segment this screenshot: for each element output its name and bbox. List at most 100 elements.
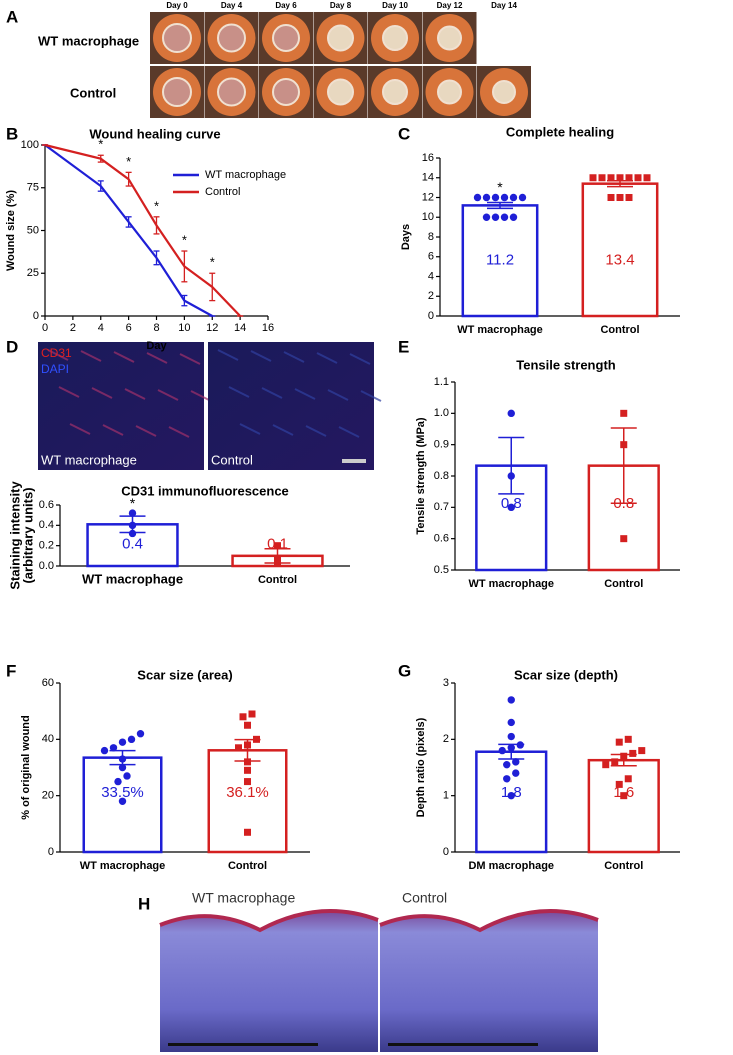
- wound: [382, 25, 408, 51]
- value-label: 13.4: [605, 252, 634, 269]
- x-tick-label: Control: [604, 578, 643, 590]
- stain-streak: [294, 388, 316, 400]
- y-tick-label: 0.4: [39, 519, 54, 531]
- value-label: 1.8: [501, 784, 522, 801]
- bar: [581, 182, 659, 318]
- data-point: [602, 761, 610, 769]
- y-tick-label: 0.9: [434, 439, 449, 451]
- data-point: [507, 791, 515, 800]
- error-bar: [125, 216, 132, 228]
- y-tick-label: 2: [428, 290, 434, 302]
- value-label: 0.4: [122, 536, 143, 553]
- error-bar: [181, 250, 188, 283]
- stain-streak: [124, 388, 146, 400]
- y-tick-label: 0: [428, 310, 434, 322]
- stain-streak: [316, 352, 338, 364]
- stain-streak: [91, 387, 113, 399]
- stain-streak: [250, 350, 272, 362]
- data-point: [625, 174, 633, 182]
- stain-label: DAPI: [41, 362, 69, 376]
- y-tick-label: 1: [443, 790, 449, 802]
- y-tick-label: 40: [42, 733, 54, 745]
- significance-mark: *: [154, 198, 159, 213]
- wound: [162, 77, 192, 107]
- chart-title: Scar size (area): [137, 667, 232, 682]
- bar: [475, 750, 548, 854]
- data-point: [638, 747, 646, 755]
- data-point: [512, 758, 520, 766]
- data-point: [620, 409, 628, 417]
- panel-label: A: [6, 7, 18, 26]
- y-tick-label: 0: [443, 846, 449, 858]
- data-point: [643, 174, 651, 182]
- data-point: [616, 174, 624, 182]
- data-point: [482, 213, 491, 221]
- x-tick-label: 10: [178, 322, 190, 334]
- stain-streak: [113, 351, 135, 363]
- data-point: [274, 542, 281, 550]
- data-point: [498, 746, 506, 755]
- data-point: [607, 194, 615, 201]
- chart-title: Tensile strength: [516, 357, 616, 372]
- y-axis-label: Wound size (%): [5, 190, 17, 271]
- y-axis-label: Days: [400, 224, 412, 250]
- data-point: [244, 778, 251, 786]
- x-tick-label: WT macrophage: [468, 578, 554, 590]
- value-label: 0.8: [501, 495, 522, 512]
- stain-streak: [157, 389, 179, 401]
- y-tick-label: 60: [42, 677, 54, 689]
- panel-label: E: [398, 337, 409, 356]
- stain-streak: [283, 351, 305, 363]
- y-tick-label: 8: [428, 231, 434, 243]
- x-tick-label: DM macrophage: [468, 860, 554, 872]
- chart-title: Scar size (depth): [514, 667, 618, 682]
- significance-mark: *: [98, 137, 103, 152]
- day-label: Day 12: [437, 1, 463, 10]
- image-caption: Control: [211, 452, 253, 467]
- scale-bar: [388, 1043, 538, 1046]
- wound: [437, 79, 462, 105]
- x-axis-label: Day: [146, 340, 167, 352]
- day-label: Day 14: [491, 1, 517, 10]
- y-tick-label: 0.8: [434, 470, 449, 482]
- stain-streak: [58, 386, 80, 398]
- y-tick-label: 1.0: [434, 407, 449, 419]
- stain-streak: [338, 426, 360, 438]
- wound: [327, 24, 354, 52]
- x-tick-label: Control: [600, 324, 639, 336]
- wound: [327, 78, 354, 106]
- data-point: [128, 509, 137, 517]
- day-label: Day 10: [382, 1, 408, 10]
- y-tick-label: 0.2: [39, 540, 54, 552]
- x-tick-label: WT macrophage: [457, 324, 543, 336]
- stain-streak: [190, 390, 212, 402]
- y-tick-label: 0.0: [39, 560, 54, 572]
- data-point: [589, 174, 597, 182]
- x-tick-label: 6: [126, 322, 132, 334]
- x-tick-label: Control: [604, 860, 643, 872]
- legend-label: WT macrophage: [205, 169, 286, 181]
- y-axis-label: Tensile strength (MPa): [415, 417, 427, 534]
- data-point: [118, 738, 127, 746]
- y-tick-label: 16: [422, 152, 434, 164]
- wound: [272, 78, 300, 106]
- panel-label: G: [398, 661, 411, 680]
- data-point: [118, 797, 127, 805]
- data-point: [518, 193, 527, 202]
- data-point: [507, 732, 515, 741]
- significance-mark: *: [126, 154, 131, 169]
- y-tick-label: 3: [443, 677, 449, 689]
- data-point: [616, 194, 624, 201]
- value-label: 33.5%: [101, 784, 144, 801]
- stain-streak: [47, 349, 69, 361]
- data-point: [512, 769, 520, 777]
- wound: [492, 80, 516, 104]
- error-bar: [97, 154, 104, 163]
- data-point: [491, 193, 500, 202]
- y-tick-label: 0.6: [434, 533, 449, 545]
- data-point: [244, 758, 251, 766]
- data-point: [629, 749, 637, 757]
- y-tick-label: 6: [428, 251, 434, 263]
